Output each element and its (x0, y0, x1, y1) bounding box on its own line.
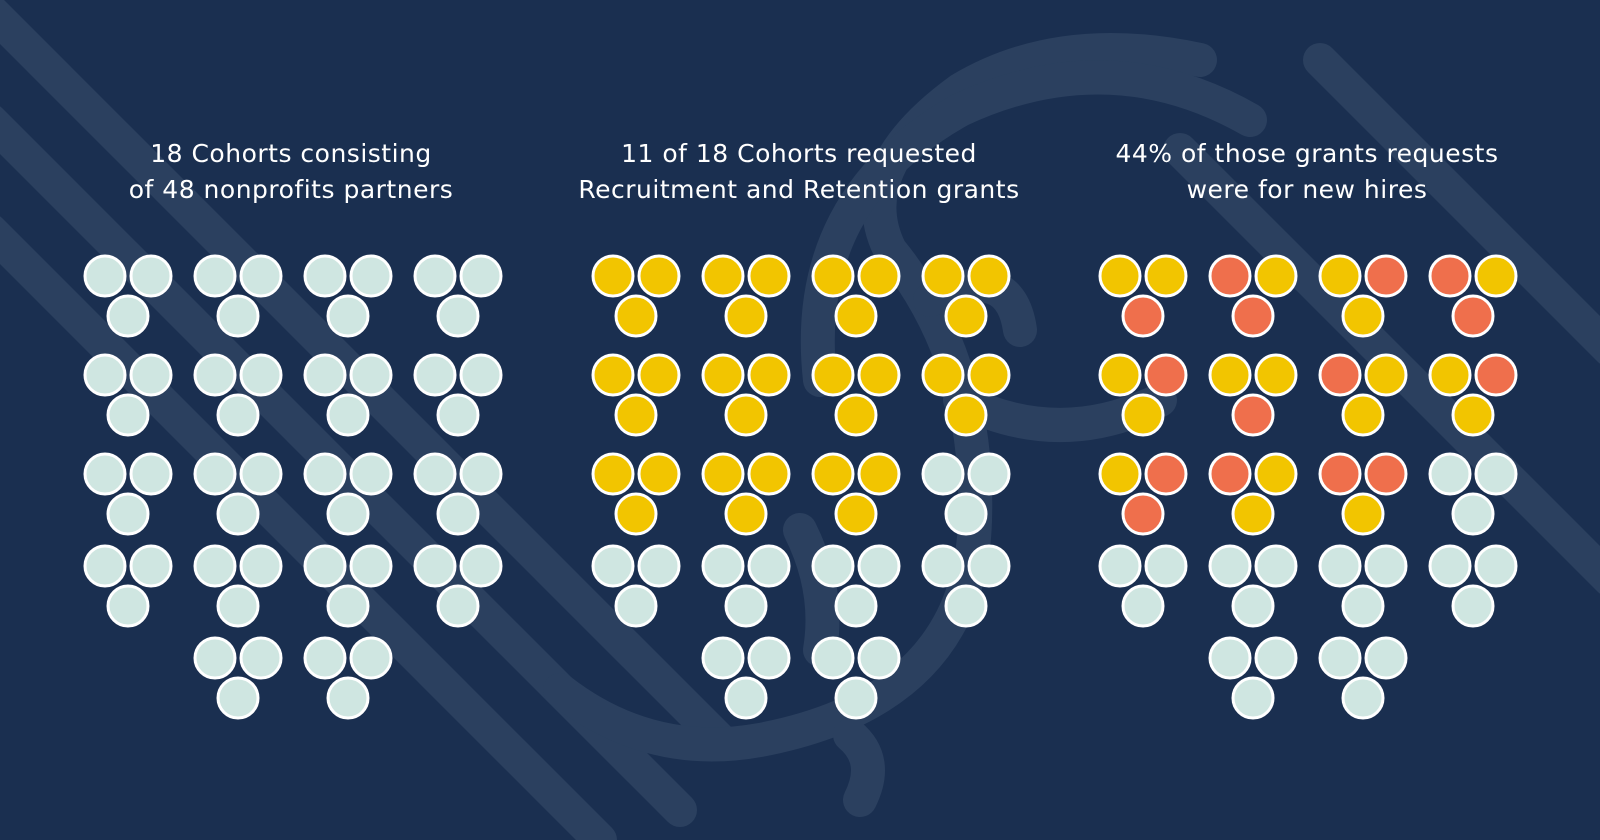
swirl-arc (783, 513, 840, 667)
panel-3-title-line-2: were for new hires (1186, 175, 1428, 204)
diagonal-stripe (0, 216, 617, 840)
panel-3-title: 44% of those grants requests were for ne… (1047, 136, 1567, 208)
panel-2-title: 11 of 18 Cohorts requested Recruitment a… (539, 136, 1059, 208)
panel-2-title-line-1: 11 of 18 Cohorts requested (621, 139, 977, 168)
panel-3-title-line-1: 44% of those grants requests (1115, 139, 1499, 168)
diagonal-stripe (1303, 43, 1600, 364)
diagonal-stripe (0, 0, 737, 757)
panel-1-title: 18 Cohorts consisting of 48 nonprofits p… (31, 136, 551, 208)
panel-2-title-line-2: Recruitment and Retention grants (578, 175, 1020, 204)
swirl-arc (943, 383, 1177, 442)
panel-1-title-line-1: 18 Cohorts consisting (150, 139, 432, 168)
swirl-arc (833, 718, 885, 817)
panel-1-title-line-2: of 48 nonprofits partners (128, 175, 454, 204)
diagonal-stripe (1163, 133, 1600, 594)
